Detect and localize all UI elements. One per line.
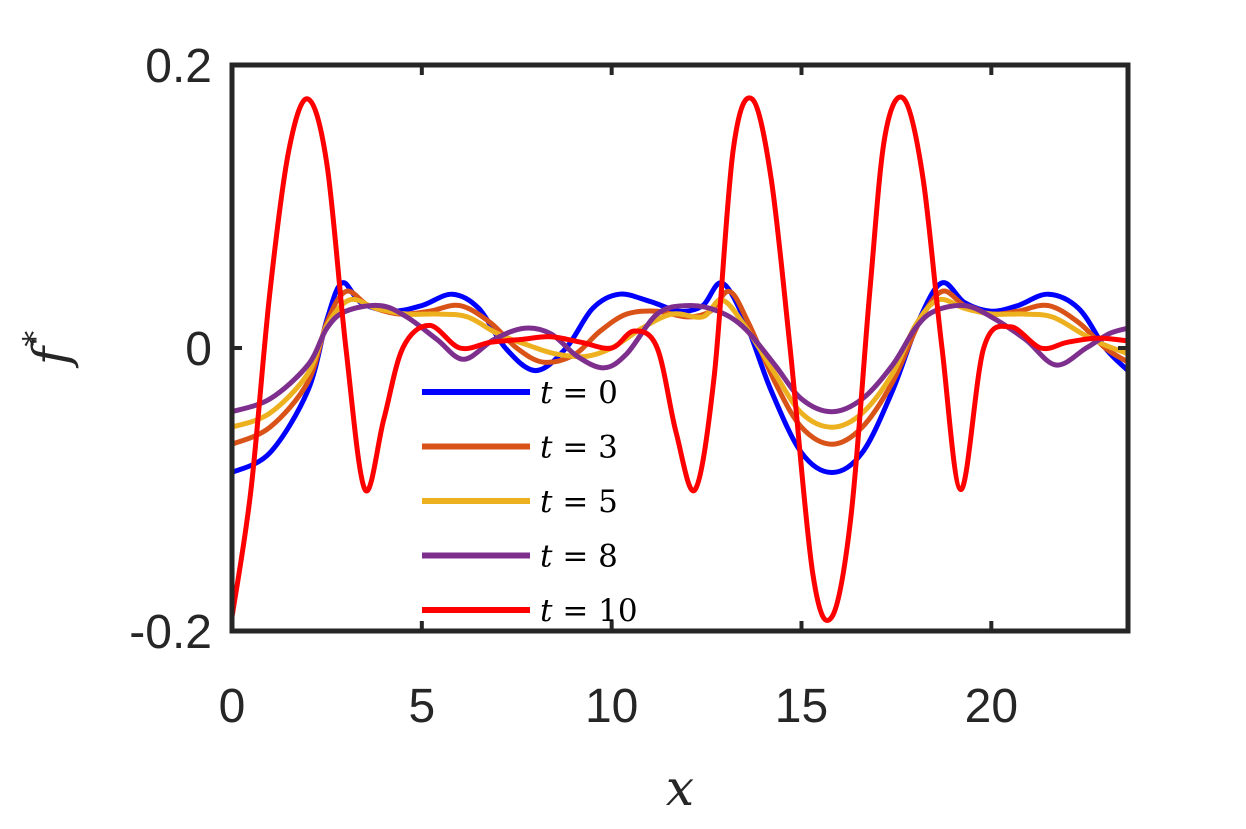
y-tick-label-2: 0.2 xyxy=(145,40,212,93)
y-tick-label-0: -0.2 xyxy=(129,606,212,659)
plot-frame xyxy=(229,62,1131,634)
x-tick-label-3: 15 xyxy=(775,680,828,733)
x-axis-label: x xyxy=(666,759,694,817)
legend-label-0: t = 0 xyxy=(540,375,618,411)
legend-label-2: t = 5 xyxy=(540,484,618,520)
x-tick-label-1: 5 xyxy=(408,680,435,733)
series-line-4 xyxy=(232,94,1128,623)
legend-label-4: t = 10 xyxy=(540,593,638,629)
x-tick-label-2: 10 xyxy=(585,680,638,733)
series-line-3 xyxy=(232,302,1128,415)
legend-label-1: t = 3 xyxy=(540,430,618,466)
y-axis-label-superscript: * xyxy=(16,331,54,347)
legend: t = 0 t = 3 t = 5 t = 8 t = 10 xyxy=(422,375,638,629)
series-layer xyxy=(232,94,1128,623)
y-tick-label-1: 0 xyxy=(185,323,212,376)
ticks-layer: 0 5 10 15 20-0.200.2 xyxy=(129,40,1128,733)
y-axis-label: f* xyxy=(16,331,80,370)
x-tick-label-0: 0 xyxy=(219,680,246,733)
legend-label-3: t = 8 xyxy=(540,539,618,575)
x-tick-label-4: 20 xyxy=(965,680,1018,733)
